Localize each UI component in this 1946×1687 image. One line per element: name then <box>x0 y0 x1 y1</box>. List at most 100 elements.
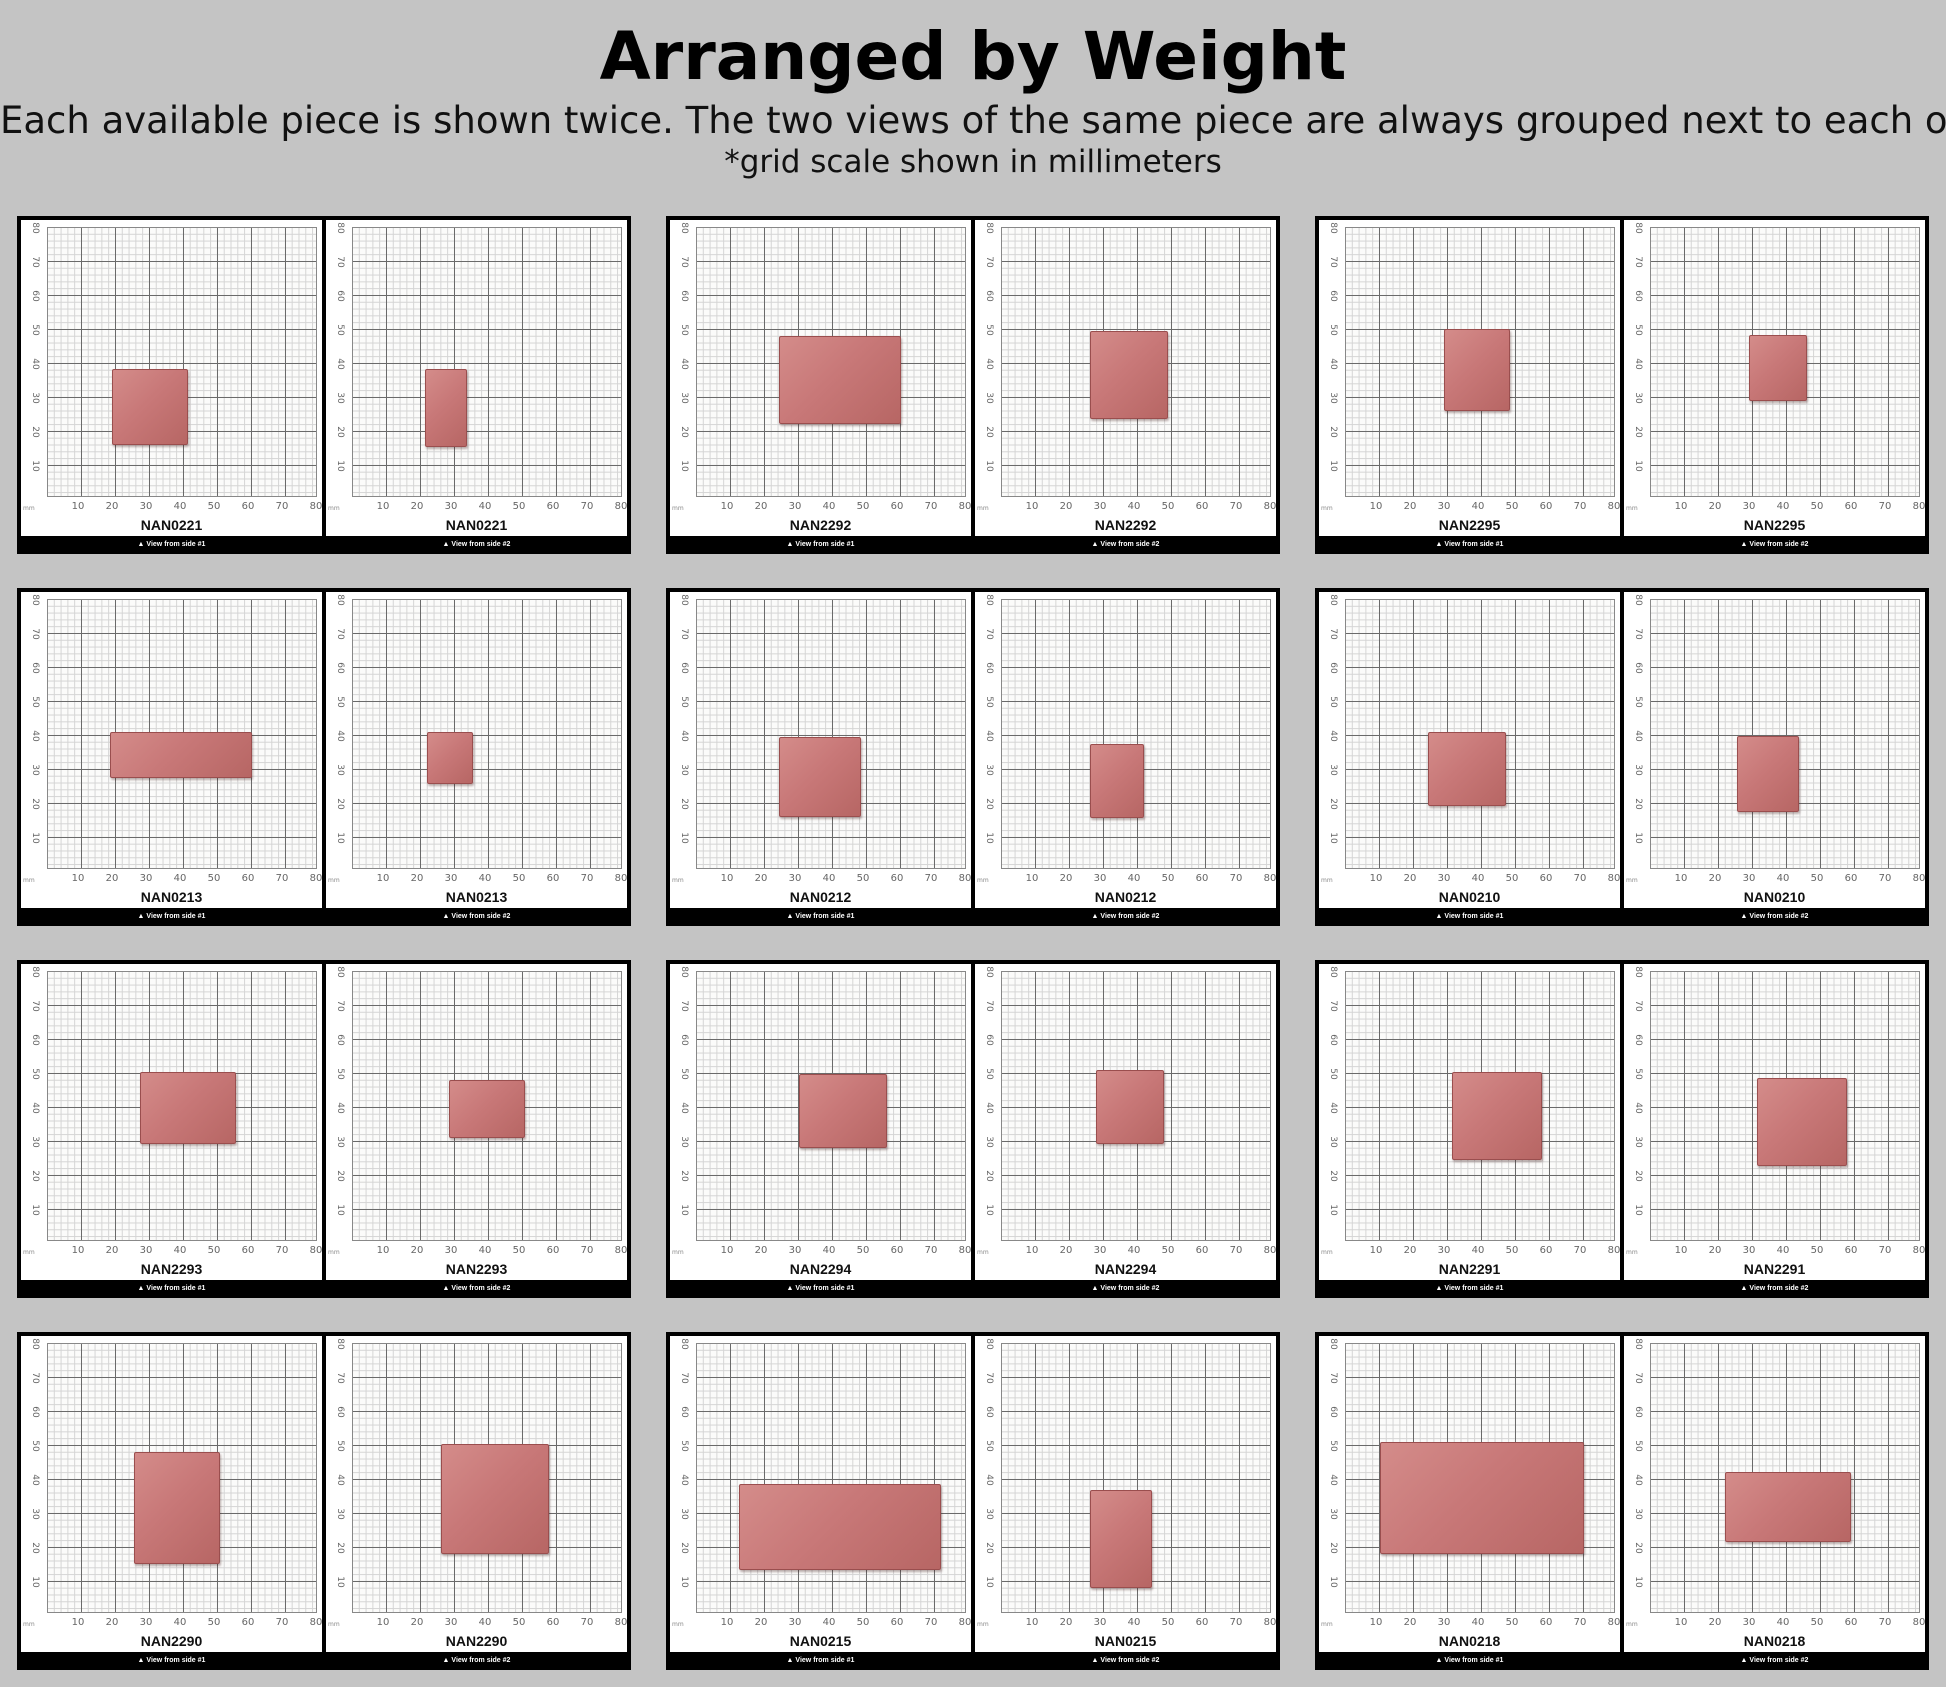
x-tick-label: 40 <box>822 1617 836 1628</box>
y-tick-label: 70 <box>30 1000 40 1012</box>
x-tick-label: 80 <box>1263 501 1276 512</box>
unit-label: mm <box>23 1621 35 1628</box>
x-tick-label: 60 <box>546 501 560 512</box>
photo-panel-side-2: 80 70 60 50 40 30 20 10 mm 10 20 30 40 50 60 70 80 NAN021… <box>326 592 627 908</box>
x-tick-label: 70 <box>580 1245 594 1256</box>
y-tick-label: 10 <box>335 1204 345 1216</box>
y-tick-label: 40 <box>1633 1474 1643 1486</box>
piece-id-label: NAN2294 <box>1094 1261 1157 1277</box>
x-tick-label: 70 <box>924 501 938 512</box>
y-tick-label: 80 <box>679 966 689 978</box>
unit-label: mm <box>1321 877 1333 884</box>
piece-card: 80 70 60 50 40 30 20 10 mm 10 20 30 40 50 60 70 80 NAN229… <box>1315 216 1929 554</box>
piece-id-label: NAN2294 <box>789 1261 852 1277</box>
y-tick-label: 50 <box>1633 696 1643 708</box>
y-tick-label: 50 <box>335 324 345 336</box>
x-tick-label: 30 <box>444 1617 458 1628</box>
y-axis-ticks: 80 70 60 50 40 30 20 10 <box>27 222 43 497</box>
x-tick-label: 60 <box>1195 501 1209 512</box>
y-tick-label: 20 <box>679 1542 689 1554</box>
view-side-label: ▲ View from side #2 <box>1091 1285 1160 1292</box>
x-tick-label: 10 <box>1025 501 1039 512</box>
x-axis-ticks: 10 20 30 40 50 60 70 80 <box>1650 501 1925 513</box>
y-tick-label: 20 <box>30 426 40 438</box>
x-tick-label: 60 <box>1195 873 1209 884</box>
y-tick-label: 60 <box>679 1406 689 1418</box>
stone-photo <box>1444 329 1510 411</box>
x-tick-label: 20 <box>1059 1245 1073 1256</box>
x-tick-label: 70 <box>1878 1617 1892 1628</box>
y-tick-label: 20 <box>679 798 689 810</box>
y-tick-label: 30 <box>1633 1508 1643 1520</box>
x-tick-label: 30 <box>444 873 458 884</box>
y-tick-label: 30 <box>984 1508 994 1520</box>
photo-panel-side-2: 80 70 60 50 40 30 20 10 mm 10 20 30 40 50 60 70 80 NAN229… <box>1624 964 1925 1280</box>
view-side-label: ▲ View from side #1 <box>137 1657 206 1664</box>
y-tick-label: 60 <box>1328 1406 1338 1418</box>
y-tick-label: 40 <box>1328 1474 1338 1486</box>
y-tick-label: 20 <box>984 426 994 438</box>
y-tick-label: 40 <box>30 730 40 742</box>
x-tick-label: 20 <box>754 1617 768 1628</box>
y-tick-label: 20 <box>1633 426 1643 438</box>
x-axis-ticks: 10 20 30 40 50 60 70 80 <box>1001 501 1276 513</box>
x-tick-label: 10 <box>720 501 734 512</box>
page-subtitle: Each available piece is shown twice. The… <box>0 99 1946 142</box>
stone-photo <box>799 1074 887 1148</box>
y-tick-label: 10 <box>984 1576 994 1588</box>
y-tick-label: 10 <box>335 832 345 844</box>
x-tick-label: 40 <box>173 501 187 512</box>
stone-photo <box>1757 1078 1847 1166</box>
x-tick-label: 60 <box>1844 1245 1858 1256</box>
y-tick-label: 50 <box>30 1068 40 1080</box>
mm-grid <box>47 599 317 869</box>
y-tick-label: 30 <box>984 1136 994 1148</box>
piece-id-label: NAN2291 <box>1743 1261 1806 1277</box>
piece-card: 80 70 60 50 40 30 20 10 mm 10 20 30 40 50 60 70 80 NAN021… <box>1315 1332 1929 1670</box>
view-side-label: ▲ View from side #2 <box>442 1285 511 1292</box>
y-tick-label: 40 <box>30 1474 40 1486</box>
x-tick-label: 80 <box>1263 1245 1276 1256</box>
x-tick-label: 50 <box>1161 873 1175 884</box>
piece-id-label: NAN0218 <box>1438 1633 1501 1649</box>
photo-panel-side-1: 80 70 60 50 40 30 20 10 mm 10 20 30 40 50 60 70 80 NAN229… <box>670 964 971 1280</box>
stone-photo <box>739 1484 941 1570</box>
x-tick-label: 50 <box>512 501 526 512</box>
y-tick-label: 30 <box>1633 764 1643 776</box>
unit-label: mm <box>977 877 989 884</box>
y-tick-label: 60 <box>679 662 689 674</box>
y-tick-label: 20 <box>679 1170 689 1182</box>
x-tick-label: 50 <box>856 1617 870 1628</box>
x-tick-label: 10 <box>71 873 85 884</box>
mm-grid <box>696 1343 966 1613</box>
photo-panel-side-1: 80 70 60 50 40 30 20 10 mm 10 20 30 40 50 60 70 80 NAN021… <box>670 1336 971 1652</box>
y-tick-label: 30 <box>30 1136 40 1148</box>
photo-panel-side-1: 80 70 60 50 40 30 20 10 mm 10 20 30 40 50 60 70 80 NAN022… <box>21 220 322 536</box>
y-tick-label: 20 <box>679 426 689 438</box>
x-tick-label: 40 <box>1127 501 1141 512</box>
x-tick-label: 50 <box>1161 1245 1175 1256</box>
x-tick-label: 30 <box>139 873 153 884</box>
view-side-label: ▲ View from side #1 <box>137 1285 206 1292</box>
photo-panel-side-1: 80 70 60 50 40 30 20 10 mm 10 20 30 40 50 60 70 80 NAN229… <box>1319 220 1620 536</box>
y-tick-label: 40 <box>335 1474 345 1486</box>
unit-label: mm <box>672 877 684 884</box>
x-tick-label: 30 <box>1742 1617 1756 1628</box>
photo-panel-side-2: 80 70 60 50 40 30 20 10 mm 10 20 30 40 50 60 70 80 NAN021… <box>1624 1336 1925 1652</box>
y-tick-label: 20 <box>335 1542 345 1554</box>
y-tick-label: 60 <box>335 290 345 302</box>
y-tick-label: 10 <box>30 1204 40 1216</box>
y-axis-ticks: 80 70 60 50 40 30 20 10 <box>676 594 692 869</box>
x-axis-ticks: 10 20 30 40 50 60 70 80 <box>696 501 971 513</box>
unit-label: mm <box>1626 505 1638 512</box>
x-tick-label: 30 <box>1742 501 1756 512</box>
x-tick-label: 10 <box>376 1245 390 1256</box>
piece-id-label: NAN2292 <box>1094 517 1157 533</box>
y-tick-label: 70 <box>30 256 40 268</box>
x-tick-label: 30 <box>1093 501 1107 512</box>
y-tick-label: 80 <box>1633 966 1643 978</box>
mm-grid <box>1001 227 1271 497</box>
x-tick-label: 60 <box>1844 1617 1858 1628</box>
stone-photo <box>1749 335 1807 401</box>
piece-id-label: NAN0213 <box>140 889 203 905</box>
